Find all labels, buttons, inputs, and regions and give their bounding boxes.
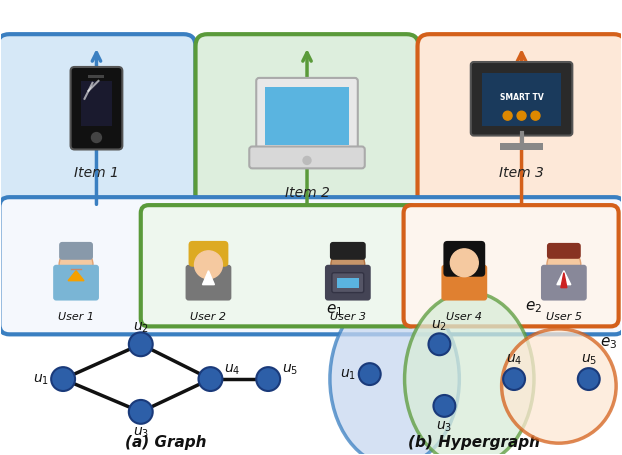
Circle shape bbox=[547, 248, 581, 282]
Circle shape bbox=[503, 369, 525, 390]
Text: Item 2: Item 2 bbox=[285, 186, 330, 200]
Text: User 3: User 3 bbox=[330, 312, 366, 322]
FancyBboxPatch shape bbox=[188, 242, 228, 267]
Bar bbox=[88, 76, 104, 79]
FancyBboxPatch shape bbox=[185, 265, 231, 301]
Circle shape bbox=[503, 112, 512, 121]
Text: $u_3$: $u_3$ bbox=[436, 419, 452, 433]
Circle shape bbox=[91, 133, 101, 143]
Ellipse shape bbox=[330, 293, 459, 455]
Text: $u_3$: $u_3$ bbox=[132, 425, 149, 439]
Circle shape bbox=[517, 112, 526, 121]
FancyBboxPatch shape bbox=[59, 243, 93, 260]
FancyBboxPatch shape bbox=[330, 243, 366, 260]
Ellipse shape bbox=[404, 293, 534, 455]
Circle shape bbox=[531, 112, 540, 121]
Circle shape bbox=[59, 248, 93, 282]
Ellipse shape bbox=[502, 329, 616, 443]
Text: (b) Hypergraph: (b) Hypergraph bbox=[408, 434, 541, 449]
Text: $u_2$: $u_2$ bbox=[432, 318, 447, 332]
Circle shape bbox=[578, 369, 600, 390]
Text: User 5: User 5 bbox=[546, 312, 582, 322]
Bar bbox=[499, 143, 544, 151]
Text: SMART TV: SMART TV bbox=[499, 93, 544, 102]
Circle shape bbox=[198, 367, 223, 391]
FancyBboxPatch shape bbox=[332, 273, 364, 293]
Text: $u_1$: $u_1$ bbox=[33, 372, 49, 386]
FancyBboxPatch shape bbox=[443, 242, 485, 277]
Text: $e_1$: $e_1$ bbox=[327, 302, 343, 318]
Circle shape bbox=[331, 248, 364, 282]
Text: $u_4$: $u_4$ bbox=[224, 362, 241, 376]
Polygon shape bbox=[68, 271, 84, 281]
Text: User 1: User 1 bbox=[58, 312, 94, 322]
FancyBboxPatch shape bbox=[195, 35, 419, 233]
Text: $u_5$: $u_5$ bbox=[282, 362, 298, 376]
Text: $e_2$: $e_2$ bbox=[526, 299, 542, 315]
FancyBboxPatch shape bbox=[0, 198, 622, 334]
Bar bbox=[80, 82, 113, 126]
Polygon shape bbox=[561, 273, 567, 288]
FancyBboxPatch shape bbox=[53, 265, 99, 301]
Text: $u_5$: $u_5$ bbox=[581, 352, 597, 367]
FancyBboxPatch shape bbox=[141, 206, 417, 327]
Circle shape bbox=[447, 248, 481, 282]
FancyBboxPatch shape bbox=[471, 63, 572, 136]
Circle shape bbox=[450, 249, 478, 277]
Bar bbox=[337, 278, 359, 288]
Text: $u_2$: $u_2$ bbox=[132, 319, 149, 334]
Text: User 4: User 4 bbox=[447, 312, 482, 322]
Circle shape bbox=[429, 334, 450, 355]
Bar bbox=[481, 74, 562, 126]
Circle shape bbox=[434, 395, 455, 417]
Text: Item 3: Item 3 bbox=[499, 166, 544, 180]
FancyBboxPatch shape bbox=[70, 68, 123, 150]
Circle shape bbox=[256, 367, 280, 391]
Bar bbox=[265, 88, 349, 145]
Polygon shape bbox=[203, 271, 215, 285]
Circle shape bbox=[303, 157, 311, 165]
FancyBboxPatch shape bbox=[256, 79, 358, 154]
FancyBboxPatch shape bbox=[0, 35, 195, 212]
Circle shape bbox=[51, 367, 75, 391]
FancyBboxPatch shape bbox=[249, 147, 364, 169]
FancyBboxPatch shape bbox=[417, 35, 622, 212]
FancyBboxPatch shape bbox=[325, 265, 371, 301]
Text: $u_4$: $u_4$ bbox=[506, 352, 522, 367]
Text: (a) Graph: (a) Graph bbox=[125, 434, 207, 449]
Circle shape bbox=[359, 364, 381, 385]
Text: $u_1$: $u_1$ bbox=[340, 367, 356, 381]
Circle shape bbox=[129, 333, 153, 356]
FancyBboxPatch shape bbox=[547, 243, 581, 259]
Circle shape bbox=[192, 248, 225, 282]
Polygon shape bbox=[557, 271, 571, 285]
Text: $e_3$: $e_3$ bbox=[600, 335, 617, 350]
Circle shape bbox=[195, 251, 223, 279]
Text: Item 1: Item 1 bbox=[74, 166, 119, 180]
FancyBboxPatch shape bbox=[442, 265, 487, 301]
Text: User 2: User 2 bbox=[190, 312, 226, 322]
FancyBboxPatch shape bbox=[541, 265, 587, 301]
Circle shape bbox=[129, 400, 153, 424]
FancyBboxPatch shape bbox=[404, 206, 619, 327]
